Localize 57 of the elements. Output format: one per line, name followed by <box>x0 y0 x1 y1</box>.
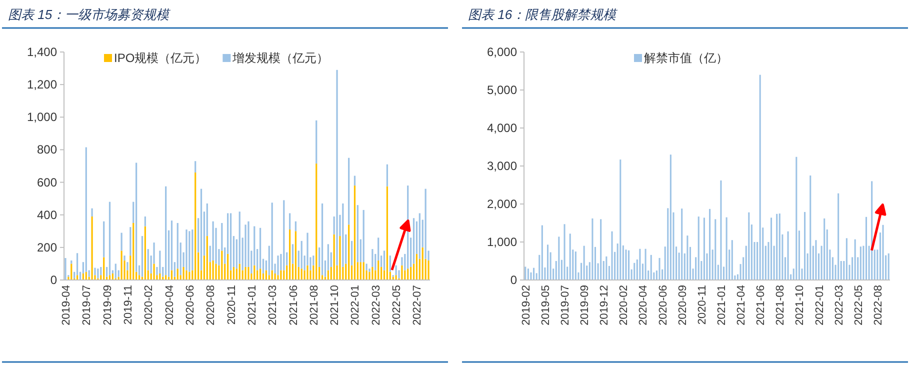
x-tick-label: 2019-02 <box>520 285 532 326</box>
y-tick-label: 1,000 <box>486 235 518 249</box>
x-tick-label: 2021-08 <box>774 285 787 326</box>
y-tick-label: 3,000 <box>486 159 518 173</box>
x-tick-label: 2021-01 <box>246 285 258 326</box>
x-tick-label: 2020-11 <box>696 285 708 325</box>
x-tick-label: 2022-03 <box>370 285 382 326</box>
x-tick-label: 2021-03 <box>267 285 280 326</box>
x-tick-label: 2019-11 <box>122 285 134 325</box>
x-tick-label: 2020-02 <box>143 285 156 326</box>
y-tick-label: 6,000 <box>486 45 518 59</box>
x-tick-label: 2022-01 <box>814 285 826 326</box>
legend-label: 增发规模（亿元） <box>232 51 329 65</box>
y-tick-label: 600 <box>36 175 58 190</box>
x-tick-label: 2022-01 <box>350 285 362 326</box>
x-tick-label: 2022-05 <box>391 285 404 326</box>
y-tick-label: 1,400 <box>26 45 58 59</box>
x-tick-label: 2019-12 <box>598 285 611 326</box>
x-tick-label: 2019-07 <box>81 285 94 326</box>
x-tick-label: 2019-07 <box>560 285 572 326</box>
y-tick-label: 0 <box>510 273 518 287</box>
x-tick-label: 2019-05 <box>540 285 552 326</box>
x-tick-label: 2022-07 <box>412 285 424 326</box>
x-tick-label: 2022-08 <box>872 285 884 326</box>
x-tick-label: 2021-04 <box>736 285 748 326</box>
x-tick-label: 2022-03 <box>833 285 846 326</box>
x-tick-label: 2020-09 <box>676 285 689 326</box>
x-tick-label: 2021-10 <box>329 285 342 326</box>
y-tick-label: 2,000 <box>486 197 518 211</box>
x-tick-label: 2020-06 <box>184 285 196 326</box>
x-tick-label: 2021-06 <box>288 285 300 326</box>
y-tick-label: 1,200 <box>26 78 58 92</box>
x-tick-label: 2020-04 <box>164 285 176 326</box>
x-tick-label: 2019-09 <box>579 285 592 326</box>
y-tick-label: 800 <box>36 142 58 157</box>
y-tick-label: 400 <box>36 208 58 222</box>
x-tick-label: 2020-04 <box>638 285 650 326</box>
y-tick-label: 4,000 <box>486 121 518 135</box>
x-tick-label: 2021-10 <box>794 285 806 326</box>
y-tick-label: 1,000 <box>26 110 58 124</box>
x-tick-label: 2020-06 <box>657 285 670 326</box>
legend-label: IPO规模（亿元） <box>114 51 207 65</box>
chart-title: 图表 15：一级市场募资规模 <box>8 7 172 22</box>
x-tick-label: 2020-11 <box>226 285 238 325</box>
y-tick-label: 200 <box>36 240 58 254</box>
y-tick-label: 0 <box>50 273 58 287</box>
legend: 解禁市值（亿） <box>634 51 728 65</box>
x-tick-label: 2021-08 <box>308 285 320 326</box>
x-tick-label: 2019-04 <box>60 285 72 326</box>
x-tick-label: 2022-05 <box>852 285 865 326</box>
chart-title: 图表 16：限售股解禁规模 <box>468 7 618 22</box>
x-tick-label: 2020-02 <box>618 285 630 326</box>
x-tick-label: 2019-09 <box>102 285 114 326</box>
x-tick-label: 2021-01 <box>716 285 728 326</box>
x-tick-label: 2020-08 <box>205 285 218 326</box>
y-tick-label: 5,000 <box>486 83 518 97</box>
x-tick-label: 2021-06 <box>755 285 768 326</box>
